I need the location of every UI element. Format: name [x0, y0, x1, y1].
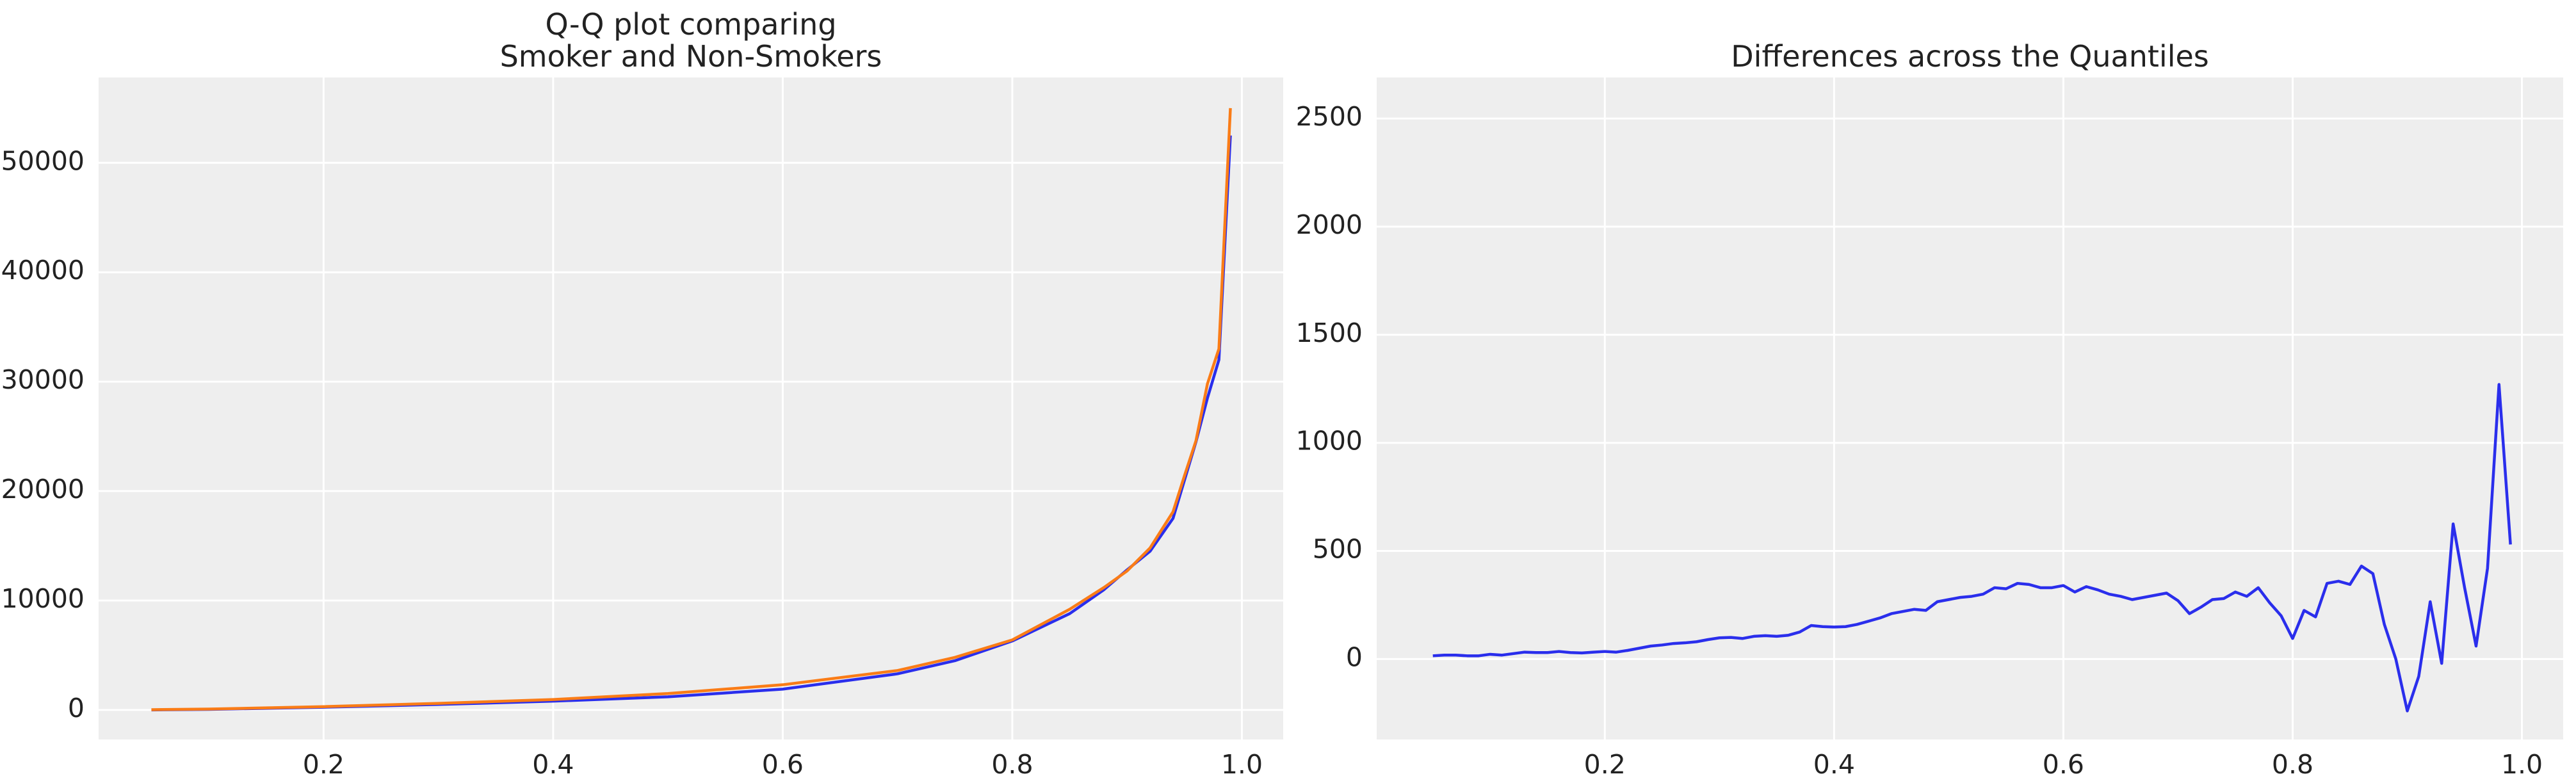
plot-area [1377, 77, 2563, 739]
x-tick-label: 1.0 [1221, 749, 1263, 780]
data-line [151, 108, 1232, 711]
x-tick-label: 0.8 [991, 749, 1033, 780]
chart-title: Q-Q plot comparing Smoker and Non-Smokers [500, 7, 882, 74]
x-tick-label: 0.2 [303, 749, 344, 780]
plot-area [99, 77, 1283, 739]
y-tick-label: 1000 [1296, 426, 1363, 456]
y-tick-label: 0 [1346, 642, 1363, 672]
x-tick-label: 0.6 [2043, 749, 2084, 780]
x-tick-label: 0.4 [1813, 749, 1855, 780]
y-tick-label: 500 [1313, 534, 1363, 565]
y-tick-label: 10000 [1, 583, 85, 614]
x-tick-label: 1.0 [2501, 749, 2543, 780]
y-tick-label: 2500 [1296, 101, 1363, 132]
y-tick-label: 2000 [1296, 209, 1363, 240]
y-tick-label: 30000 [1, 364, 85, 395]
y-tick-label: 50000 [1, 145, 85, 176]
x-tick-label: 0.2 [1584, 749, 1626, 780]
x-tick-label: 0.6 [762, 749, 804, 780]
y-tick-label: 1500 [1296, 318, 1363, 348]
data-line [1432, 383, 2512, 713]
y-tick-label: 0 [68, 693, 85, 723]
y-tick-label: 40000 [1, 255, 85, 286]
y-tick-label: 20000 [1, 474, 85, 505]
chart-title: Differences across the Quantiles [1731, 39, 2209, 74]
x-tick-label: 0.4 [532, 749, 574, 780]
x-tick-label: 0.8 [2272, 749, 2313, 780]
